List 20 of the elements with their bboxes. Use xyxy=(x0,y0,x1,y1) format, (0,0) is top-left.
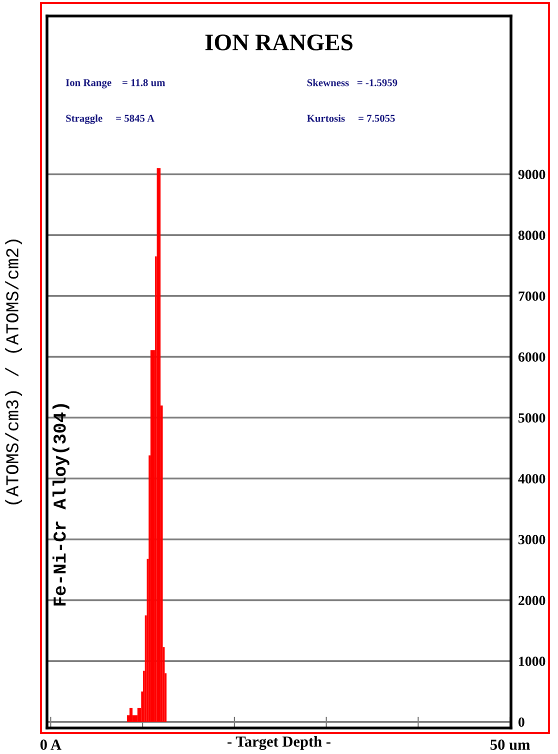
x-tick-label: 50 um xyxy=(490,740,530,750)
y-tick-label: 3000 xyxy=(518,534,546,544)
y-tick-label: 4000 xyxy=(518,474,546,484)
y-tick-label: 9000 xyxy=(518,170,546,180)
x-axis-title: - Target Depth - xyxy=(228,736,330,750)
x-tick-label: 0 A xyxy=(40,740,62,750)
annotation: Kurtosis = 7.5055 xyxy=(307,114,395,122)
annotation: Ion Range = 11.8 um xyxy=(66,79,166,88)
y-axis-title: (ATOMS/cm3) / (ATOMS/cm2) xyxy=(5,240,22,504)
y-tick-label: 6000 xyxy=(518,352,546,362)
y-tick-label: 0 xyxy=(518,717,524,727)
annotation: Straggle = 5845 A xyxy=(66,114,154,124)
annotation: Fe-Ni-Cr Alloy(304) xyxy=(52,404,70,606)
y-tick-label: 2000 xyxy=(518,596,546,606)
y-tick-label: 1000 xyxy=(519,656,546,666)
annotation: Skewness = -1.5959 xyxy=(307,78,398,86)
y-tick-label: 5000 xyxy=(518,413,546,423)
y-tick-label: 8000 xyxy=(518,230,546,240)
text: ION RANGES xyxy=(205,34,352,50)
y-tick-label: 7000 xyxy=(518,292,546,301)
